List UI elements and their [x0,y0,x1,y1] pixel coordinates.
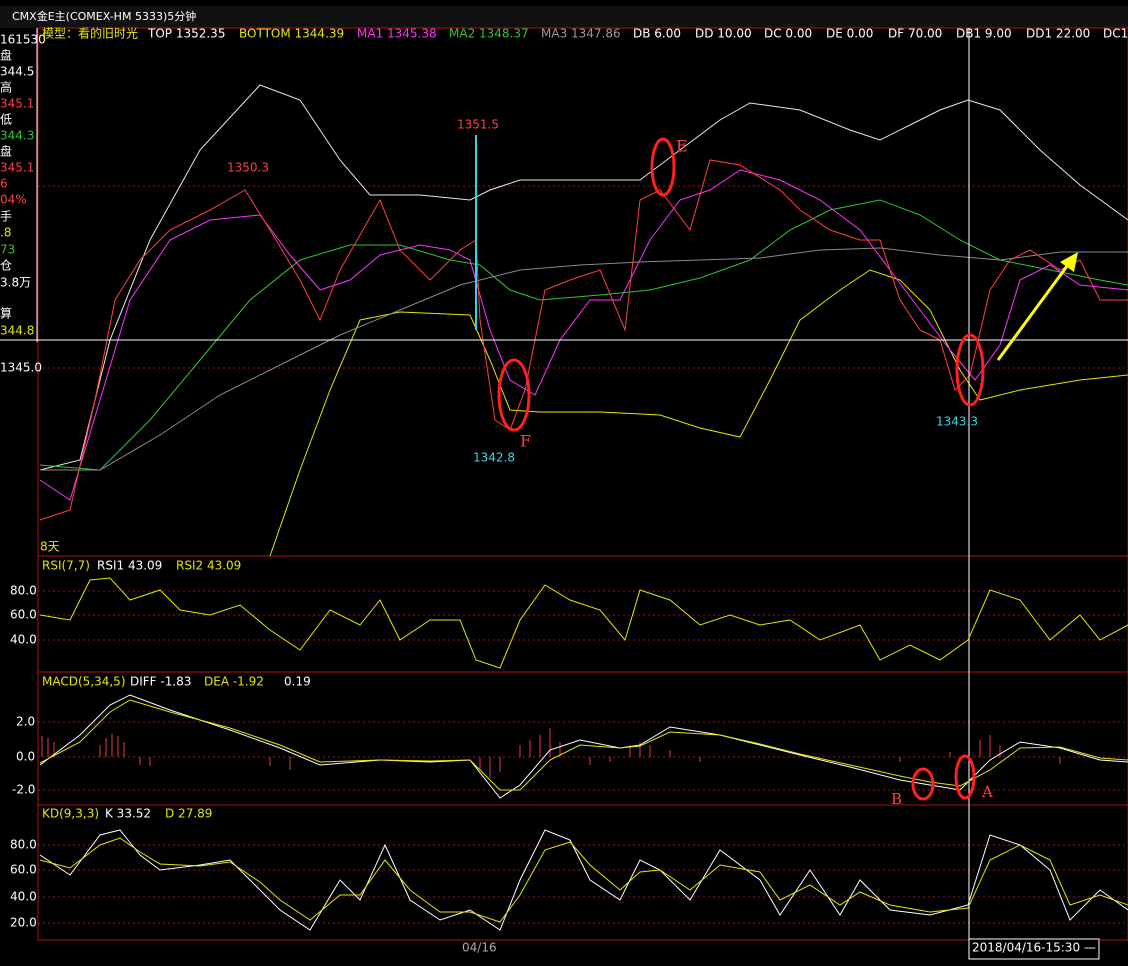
info-item: 手 [0,210,12,224]
circle-mark [497,358,531,432]
annotation: 8天 [40,540,60,554]
axis-label: 2.0 [16,715,35,729]
header-item: DF 70.00 [888,27,942,41]
header-item: DE 0.00 [826,27,873,41]
panel-header: DIFF -1.83 [130,675,191,689]
circle-mark [954,754,976,800]
annotation: 1342.8 [473,451,515,465]
axis-label: -2.0 [12,783,35,797]
annotation: E [676,137,688,156]
rsi-line [39,577,1128,669]
panel-header: RSI1 43.09 [97,559,162,573]
ma2-line [39,199,1128,471]
cursor-time: 2018/04/16-15:30 — [972,941,1096,955]
price-axis-label: 1345.0 [0,361,42,375]
annotation: B [891,790,902,808]
info-item: .8 [0,226,11,240]
info-item: 344.5 [0,65,34,79]
info-item: 3.8万 [0,276,31,290]
header-item: BOTTOM 1344.39 [239,27,344,41]
diff-line [39,694,1128,799]
info-item: 161530 [0,33,46,47]
circle-mark [911,767,935,801]
info-item: 盘 [0,144,12,159]
info-item: 盘 [0,48,12,63]
panel-header: RSI(7,7) [42,559,90,573]
title-bar [0,6,1128,28]
annotation: 1351.5 [457,118,499,132]
axis-label: 0.0 [16,750,35,764]
axis-label: 40.0 [10,890,37,904]
circle-mark [955,333,985,407]
panel-header: RSI2 43.09 [176,559,241,573]
info-panel: 161530 盘 344.5 高 345.1 低 344.3 盘 345.1 6… [0,33,46,338]
upper-band [39,84,1128,471]
header-item: DB 6.00 [633,27,681,41]
panel-header: 0.19 [284,675,311,689]
info-item: 6 [0,177,8,191]
header-item: DB1 9.00 [956,27,1012,41]
axis-label: 80.0 [10,584,37,598]
axis-label: 40.0 [10,633,37,647]
yellow-arrow [996,252,1078,361]
annotation: 1343.3 [936,415,978,429]
dea-line [39,699,1128,791]
header-item: 模型：看的旧时光 [42,26,138,41]
header-item: TOP 1352.35 [147,27,225,41]
info-item: 344.3 [0,129,34,143]
macd-histogram [41,728,1061,778]
main-header: 模型：看的旧时光 TOP 1352.35 BOTTOM 1344.39 MA1 … [42,26,1128,41]
k-line [39,829,1128,931]
panel-header: MACD(5,34,5) [42,675,126,689]
cursor-box [968,938,1100,960]
header-item: DC1 [1103,27,1128,41]
axis-label: 80.0 [10,838,37,852]
date-label: 04/16 [462,941,497,955]
panel-header: DEA -1.92 [204,675,264,689]
annotation: 1350.3 [227,161,269,175]
info-item: 高 [0,80,12,95]
window-title: CMX金E主(COMEX-HM 5333)5分钟 [12,9,196,23]
axis-label: 60.0 [10,863,37,877]
panel-header: KD(9,3,3) [42,807,99,821]
info-item: 04% [0,193,27,207]
annotation: F [520,432,531,451]
d-line [39,837,1128,923]
info-item: 低 [0,113,12,127]
info-item: 73 [0,243,15,257]
main-curves [39,84,1128,557]
header-item: MA1 1345.38 [357,27,437,41]
header-item: DC 0.00 [764,27,812,41]
grid [38,185,1128,924]
header-item: DD 10.00 [695,27,752,41]
info-item: 仓 [0,259,12,273]
kd-panel [37,804,1128,941]
axis-label: 60.0 [10,608,37,622]
header-item: MA2 1348.37 [449,27,529,41]
header-item: DD1 22.00 [1026,27,1090,41]
annotation: A [981,783,993,801]
axis-label: 20.0 [10,916,37,930]
info-item: 344.8 [0,324,34,338]
panel-header: D 27.89 [165,807,212,821]
lower-band [269,269,1128,557]
header-item: MA3 1347.86 [541,27,621,41]
ma3-line [40,247,1128,471]
info-item: 345.1 [0,161,34,175]
ma1-line [39,169,1128,501]
panel-header: K 33.52 [105,807,151,821]
circle-mark [650,137,676,197]
price-line [39,159,1128,521]
info-item: 算 [0,306,12,321]
info-item: 345.1 [0,97,34,111]
